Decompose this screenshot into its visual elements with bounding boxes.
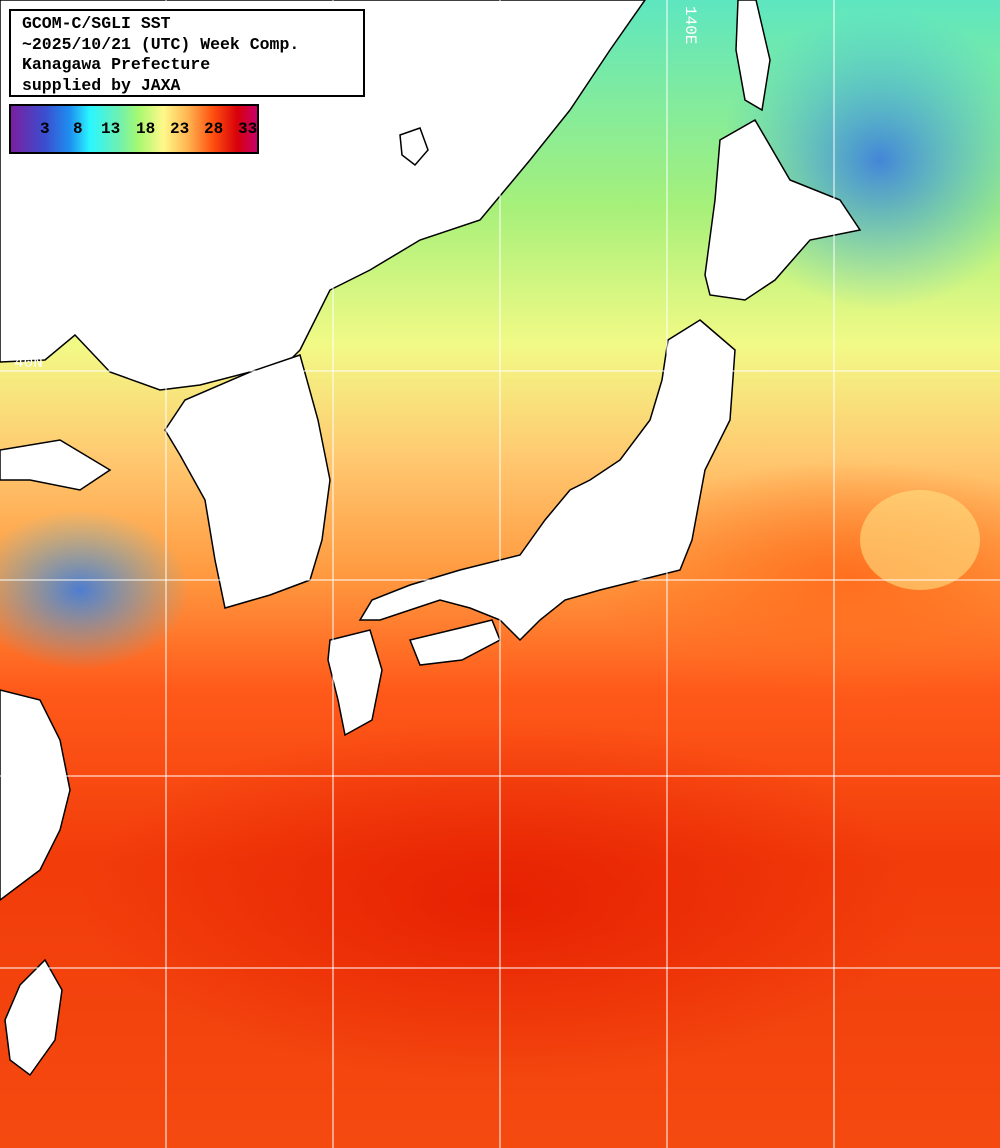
scale-tick: 23: [170, 120, 190, 138]
scale-tick: 18: [136, 120, 156, 138]
label-40n: 40N: [14, 354, 43, 372]
scale-tick: 33: [238, 120, 258, 138]
title-credit: supplied by JAXA: [22, 75, 181, 95]
title-date: ~2025/10/21 (UTC) Week Comp.: [22, 34, 300, 54]
color-scale-legend: 3 8 13 18 23 28 33: [9, 104, 259, 154]
land-hokkaido: [704, 118, 862, 301]
scale-tick: 13: [101, 120, 121, 138]
land-korea: [164, 354, 331, 609]
land-honshu: [358, 319, 736, 642]
title-box: GCOM-C/SGLI SST ~2025/10/21 (UTC) Week C…: [9, 9, 365, 97]
land-shandong: [0, 439, 112, 491]
warm-eddy: [860, 490, 980, 590]
scale-tick: 28: [204, 120, 224, 138]
land-taiwan: [4, 958, 63, 1077]
label-140e: 140E: [681, 6, 699, 44]
land-kyushu: [327, 629, 383, 737]
scale-tick: 8: [73, 120, 83, 138]
land-sado-island: [399, 127, 429, 167]
scale-tick: 3: [40, 120, 50, 138]
land-sakhalin: [735, 0, 771, 112]
label-30n: 30N: [14, 759, 43, 777]
landmasses: [0, 0, 862, 1077]
land-china-coast: [0, 689, 71, 901]
title-satellite-product: GCOM-C/SGLI SST: [22, 14, 171, 33]
title-region: Kanagawa Prefecture: [22, 55, 211, 74]
yellow-sea-cold-region: [0, 510, 190, 670]
land-mainland-asia: [0, 0, 646, 391]
